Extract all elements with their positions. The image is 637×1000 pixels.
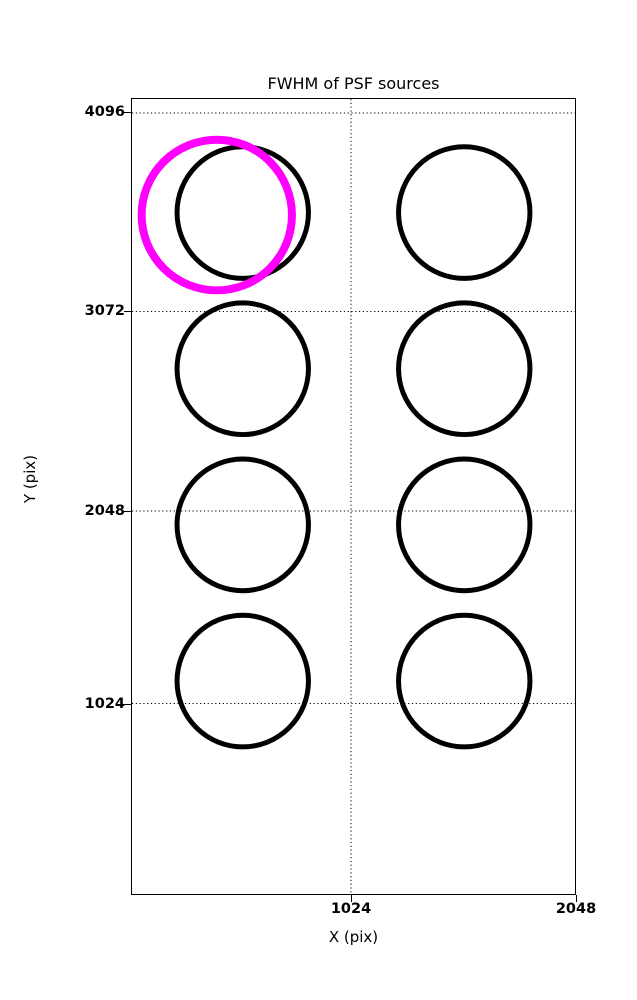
psf-circle-marker xyxy=(174,300,311,438)
y-tick-mark-4096 xyxy=(124,112,131,114)
psf-circle-marker xyxy=(174,612,311,750)
y-tick-label-2048: 2048 xyxy=(84,503,125,519)
y-axis-label: Y (pix) xyxy=(21,454,39,504)
plot-area xyxy=(131,98,576,895)
y-tick-label-1024: 1024 xyxy=(84,696,125,712)
plot-svg xyxy=(132,99,575,894)
chart-title: FWHM of PSF sources xyxy=(267,74,440,93)
y-tick-label-4096: 4096 xyxy=(84,104,125,120)
x-axis-label: X (pix) xyxy=(328,928,379,946)
psf-circle-marker xyxy=(396,612,533,750)
psf-circle-marker xyxy=(396,144,533,281)
x-tick-mark-2048 xyxy=(576,895,578,902)
y-tick-labels: 4096 3072 2048 1024 xyxy=(59,0,125,1000)
data-markers xyxy=(137,135,533,750)
x-tick-labels: 1024 2048 xyxy=(0,901,637,925)
reference-circle-marker xyxy=(137,135,296,295)
y-tick-mark-1024 xyxy=(124,704,131,706)
gridlines xyxy=(132,99,575,894)
y-tick-label-3072: 3072 xyxy=(84,303,125,319)
x-tick-label-1024: 1024 xyxy=(330,901,372,917)
x-tick-label-2048: 2048 xyxy=(555,901,597,917)
y-tick-mark-3072 xyxy=(124,311,131,313)
psf-circle-marker xyxy=(396,300,533,438)
y-tick-mark-2048 xyxy=(124,511,131,513)
psf-circle-marker xyxy=(396,456,533,594)
psf-circle-marker xyxy=(174,456,311,594)
x-tick-mark-1024 xyxy=(351,895,353,902)
